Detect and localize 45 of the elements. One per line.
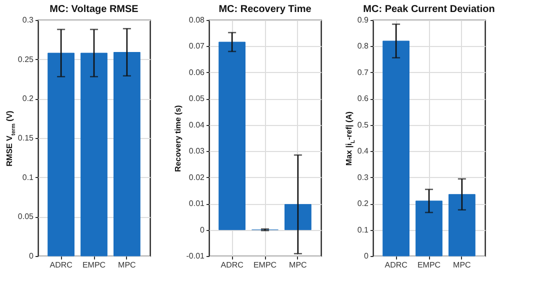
bar: [382, 40, 410, 256]
y-tick-label: 0.7: [357, 68, 370, 77]
bar: [416, 200, 442, 256]
y-tick-label: 0.01: [188, 199, 206, 208]
x-tick-label: MPC: [118, 260, 136, 270]
y-tick-label: 0.3: [22, 16, 34, 24]
y-tick-label: 0.4: [357, 146, 370, 156]
y-axis-title: Recovery time (s): [173, 104, 182, 172]
x-tick-label: ADRC: [220, 260, 244, 270]
x-tick-label: EMPC: [417, 260, 441, 270]
y-tick-label: 0.06: [188, 68, 206, 77]
y-tick-label: 0.8: [357, 42, 370, 51]
y-tick-label: 0.5: [357, 120, 370, 130]
y-tick-label: 0.2: [357, 199, 370, 208]
y-tick-label: 0.04: [188, 120, 206, 130]
y-tick-label: 0.15: [18, 134, 34, 142]
y-tick-label: 0.1: [357, 225, 370, 234]
x-tick-label: MPC: [453, 260, 472, 270]
bar: [218, 42, 246, 230]
y-tick-label: 0.08: [188, 16, 206, 24]
y-tick-label: -0.01: [186, 252, 206, 260]
y-tick-label: 0.02: [188, 172, 206, 182]
x-tick-label: ADRC: [384, 260, 408, 270]
y-tick-label: 0.03: [188, 146, 206, 156]
y-tick-label: 0.05: [188, 94, 206, 104]
chart-title: MC: Peak Current Deviation: [363, 4, 495, 15]
y-tick-label: 0.2: [22, 94, 34, 104]
bar: [284, 204, 312, 230]
y-tick-label: 0.9: [357, 16, 370, 24]
y-tick-label: 0.6: [357, 94, 370, 104]
x-tick-label: MPC: [289, 260, 308, 270]
bar: [448, 194, 476, 256]
y-tick-label: 0: [200, 225, 206, 234]
y-tick-label: 0.1: [22, 172, 34, 182]
x-tick-label: EMPC: [82, 260, 106, 270]
y-tick-label: 0.07: [188, 42, 206, 51]
chart-title: MC: Voltage RMSE: [50, 4, 139, 15]
x-tick-label: ADRC: [50, 260, 73, 270]
y-tick-label: 0.05: [18, 212, 34, 222]
x-tick-label: EMPC: [253, 260, 277, 270]
y-tick-label: 0.3: [357, 172, 370, 182]
y-tick-label: 0.25: [18, 54, 34, 64]
chart-title: MC: Recovery Time: [218, 4, 312, 15]
y-tick-label: 0: [29, 252, 34, 260]
y-tick-label: 0: [364, 252, 370, 260]
